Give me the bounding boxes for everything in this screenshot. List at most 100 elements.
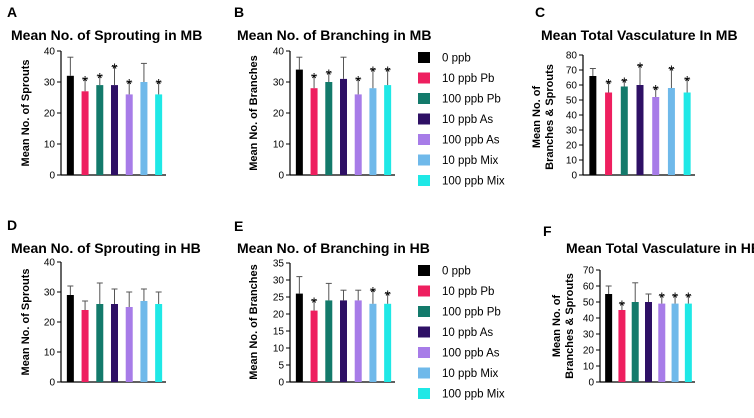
legend-label: 100 ppb Pb: [442, 307, 501, 319]
legend-swatch: [418, 113, 430, 125]
bar: [66, 75, 74, 175]
bar: [658, 303, 666, 382]
y-tick-label: 30: [44, 288, 56, 299]
legend-label: 100 ppb Mix: [442, 389, 505, 401]
chart-title: Mean No. of Branching in MB: [237, 27, 431, 43]
bar: [369, 88, 377, 175]
bar: [325, 82, 333, 175]
bar: [81, 310, 89, 382]
significance-star: *: [685, 290, 691, 307]
bar: [684, 303, 692, 382]
significance-star: *: [126, 76, 132, 93]
y-tick-label: 30: [583, 330, 595, 341]
y-tick-label: 40: [583, 314, 595, 325]
bar: [140, 301, 148, 382]
bar: [636, 85, 644, 175]
bar: [155, 304, 163, 382]
y-axis-label-line: Mean No. of: [551, 295, 563, 358]
chart-title: Mean No. of Branching in HB: [237, 240, 430, 256]
bar: [295, 293, 303, 382]
bar: [620, 86, 628, 175]
legend-label: 10 ppb As: [442, 327, 493, 339]
legend-swatch: [418, 175, 430, 186]
legend-label: 100 ppb Mix: [442, 176, 505, 188]
bar: [369, 303, 377, 382]
significance-star: *: [311, 294, 317, 311]
bar: [66, 295, 74, 382]
significance-star: *: [637, 60, 643, 77]
legend-label: 100 ppb Pb: [442, 94, 501, 106]
legend-swatch: [418, 367, 430, 379]
y-tick-label: 25: [273, 293, 285, 304]
bar: [354, 94, 362, 175]
y-tick-label: 10: [44, 140, 56, 151]
bar: [155, 94, 163, 175]
y-tick-label: 10: [44, 348, 56, 359]
legend-label: 10 ppb Pb: [442, 73, 494, 85]
significance-star: *: [311, 70, 317, 87]
legend-top: 0 ppb 10 ppb Pb 100 ppb Pb 10 ppb As 100 ppb…: [418, 52, 505, 188]
y-tick-label: 40: [273, 47, 285, 58]
bar: [605, 294, 613, 382]
bar: [618, 310, 626, 382]
bar: [325, 300, 333, 382]
panel-letter: B: [234, 4, 244, 20]
bar: [683, 92, 691, 175]
y-axis-label-line: Mean No. of: [531, 86, 543, 149]
bar: [645, 302, 652, 382]
legend-label: 100 ppb As: [442, 348, 500, 360]
bar: [652, 97, 660, 175]
y-tick-label: 30: [273, 276, 285, 287]
bar: [354, 300, 362, 382]
y-axis-label: Mean No. of Branches: [248, 55, 260, 171]
y-tick-label: 60: [566, 81, 578, 92]
bar: [125, 307, 133, 382]
bar: [111, 85, 118, 175]
y-axis-label: Mean No. of Sprouts: [20, 269, 32, 376]
y-tick-label: 40: [44, 47, 56, 58]
y-tick-label: 30: [273, 78, 285, 89]
legend-label: 0 ppb: [442, 53, 471, 65]
legend-swatch: [418, 93, 430, 104]
significance-star: *: [355, 73, 361, 90]
significance-star: *: [621, 75, 627, 92]
legend-swatch: [418, 134, 430, 145]
legend-bottom: 0 ppb 10 ppb Pb 100 ppb Pb 10 ppb As 100 ppb…: [418, 265, 505, 401]
significance-star: *: [653, 82, 659, 99]
legend-swatch: [418, 265, 430, 276]
bar: [81, 91, 89, 175]
significance-star: *: [112, 61, 118, 78]
y-axis-label: Mean No. of Branches: [248, 264, 260, 380]
chart-title: Mean No. of Sprouting in MB: [11, 27, 202, 43]
y-tick-label: 70: [566, 66, 578, 77]
panel-letter: A: [7, 4, 17, 20]
y-tick-label: 0: [278, 171, 284, 182]
y-axis-label-line: Branches & Sprouts: [564, 273, 576, 379]
legend-swatch: [418, 285, 430, 297]
y-axis-label: Mean No. of Sprouts: [20, 60, 32, 167]
y-tick-label: 30: [566, 126, 578, 137]
panel-letter: F: [543, 223, 552, 239]
panel-letter: D: [7, 217, 17, 233]
y-tick-label: 10: [566, 156, 578, 167]
legend-label: 0 ppb: [442, 266, 471, 278]
bar: [605, 92, 613, 175]
significance-star: *: [385, 64, 391, 81]
bar: [340, 300, 347, 382]
legend-swatch: [418, 52, 430, 63]
bar: [295, 69, 303, 175]
significance-star: *: [156, 76, 162, 93]
chart-panel-f: F Mean Total Vasculature in HB Mean No. of…: [543, 223, 754, 389]
chart-panel-b: B Mean No. of Branching in MB Mean No. of …: [234, 4, 431, 182]
legend-swatch: [418, 388, 430, 399]
y-tick-label: 0: [278, 378, 284, 389]
y-tick-label: 20: [583, 346, 595, 357]
significance-star: *: [82, 73, 88, 90]
legend-label: 10 ppb As: [442, 114, 493, 126]
significance-star: *: [97, 70, 103, 87]
y-tick-label: 0: [571, 171, 577, 182]
chart-panel-d: D Mean No. of Sprouting in HB Mean No. of …: [7, 217, 201, 389]
y-tick-label: 40: [566, 111, 578, 122]
panel-letter: C: [535, 4, 545, 20]
significance-star: *: [669, 63, 675, 80]
